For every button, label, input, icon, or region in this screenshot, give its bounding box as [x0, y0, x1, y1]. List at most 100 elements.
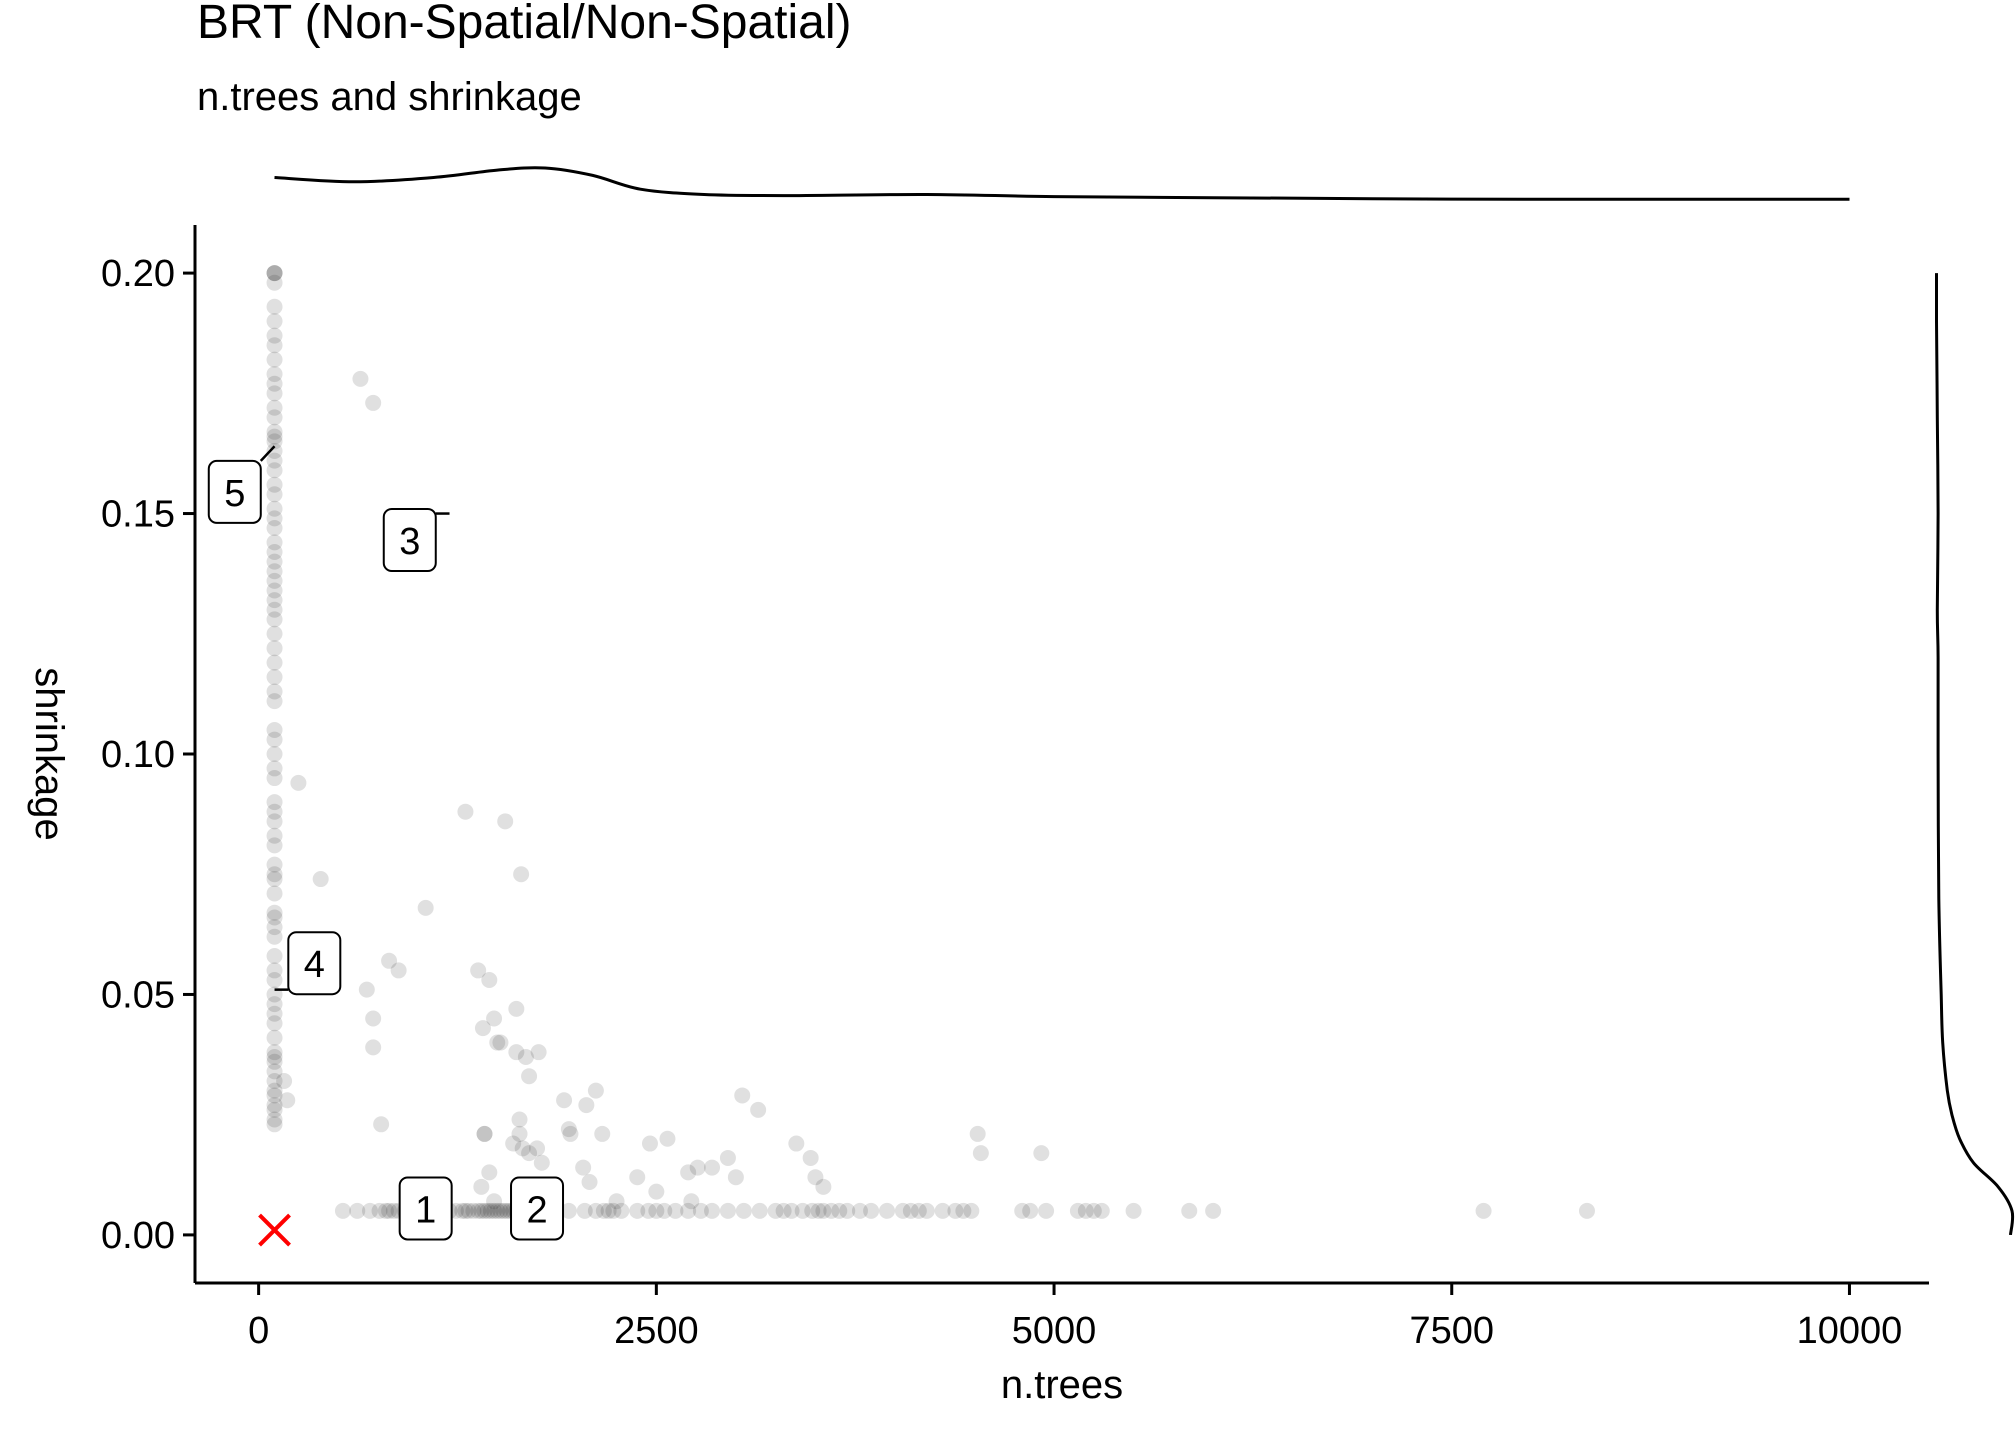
scatter-point [972, 1145, 989, 1162]
scatter-point [521, 1068, 538, 1085]
scatter-point [486, 1202, 503, 1219]
scatter-point [839, 1202, 856, 1219]
scatter-point [680, 1202, 697, 1219]
scatter-point [1093, 1202, 1110, 1219]
scatter-point [804, 1202, 821, 1219]
scatter-point [266, 640, 283, 657]
scatter-point [918, 1202, 935, 1219]
x-tick-label: 0 [248, 1310, 269, 1352]
scatter-point [667, 1202, 684, 1219]
scatter-point [689, 1159, 706, 1176]
scatter-point [417, 899, 434, 916]
y-tick-label: 0.05 [101, 974, 175, 1016]
scatter-point [605, 1202, 622, 1219]
scatter-point [266, 1087, 283, 1104]
scatter-point [266, 582, 283, 599]
scatter-point [266, 856, 283, 873]
scatter-point [489, 1202, 506, 1219]
scatter-point [381, 952, 398, 969]
optimum-marker [258, 1213, 291, 1247]
scatter-point [481, 972, 498, 989]
scatter-point [465, 1202, 482, 1219]
scatter-point [831, 1202, 848, 1219]
scatter-point [497, 813, 514, 830]
scatter-point [1077, 1202, 1094, 1219]
scatter-point [560, 1121, 577, 1138]
right-density-curve [1934, 273, 2015, 1236]
scatter-point [358, 981, 375, 998]
scatter-point [587, 1082, 604, 1099]
scatter-point [266, 996, 283, 1013]
scatter-point [719, 1149, 736, 1166]
scatter-point [476, 1202, 493, 1219]
y-tick-label: 0.10 [101, 734, 175, 776]
scatter-point [266, 693, 283, 710]
scatter-point [266, 462, 283, 479]
scatter-point [266, 563, 283, 580]
scatter-point [266, 1101, 283, 1118]
scatter-point [613, 1202, 630, 1219]
scatter-point [1038, 1202, 1055, 1219]
scatter-point [514, 1140, 531, 1157]
scatter-point [533, 1154, 550, 1171]
scatter-points [266, 265, 1595, 1219]
scatter-point [508, 1044, 525, 1061]
scatter-point [486, 1193, 503, 1210]
label-box [287, 931, 342, 996]
scatter-point [266, 265, 283, 282]
scatter-point [279, 1092, 296, 1109]
scatter-point [312, 871, 329, 888]
x-tick-label: 7500 [1409, 1310, 1494, 1352]
label-box [382, 507, 437, 572]
scatter-point [266, 909, 283, 926]
scatter-point [641, 1135, 658, 1152]
scatter-point [266, 1005, 283, 1022]
scatter-point [1181, 1202, 1198, 1219]
x-ticks: 0 2500 5000 7500 10000 [248, 1283, 1902, 1352]
scatter-point [266, 553, 283, 570]
scatter-point [1014, 1202, 1031, 1219]
x-axis-label: n.trees [1001, 1363, 1123, 1407]
scatter-point [511, 1111, 528, 1128]
scatter-point [595, 1202, 612, 1219]
scatter-point [648, 1202, 665, 1219]
scatter-point [648, 1183, 665, 1200]
scatter-point [1022, 1202, 1039, 1219]
scatter-point [629, 1169, 646, 1186]
scatter-point [365, 1010, 382, 1027]
scatter-point [581, 1174, 598, 1191]
scatter-point [851, 1202, 868, 1219]
scatter-point [266, 433, 283, 450]
scatter-point [863, 1202, 880, 1219]
point-labels: 1 2 3 4 5 [207, 445, 565, 1241]
scatter-point [457, 803, 474, 820]
scatter-point [460, 1202, 477, 1219]
scatter-point [457, 1202, 474, 1219]
scatter-point [656, 1202, 673, 1219]
scatter-point [969, 1125, 986, 1142]
scatter-point [266, 866, 283, 883]
scatter-point [349, 1202, 366, 1219]
scatter-point [947, 1202, 964, 1219]
scatter-point [479, 1202, 496, 1219]
scatter-point [266, 731, 283, 748]
top-marginal-density [274, 166, 1850, 201]
scatter-point [266, 947, 283, 964]
scatter-point [575, 1159, 592, 1176]
scatter-point [1475, 1202, 1492, 1219]
scatter-point [266, 366, 283, 383]
scatter-point [517, 1048, 534, 1065]
scatter-point [576, 1202, 593, 1219]
scatter-point [802, 1149, 819, 1166]
scatter-point [767, 1202, 784, 1219]
y-axis-label: shrinkage [27, 667, 71, 840]
scatter-point [587, 1202, 604, 1219]
x-tick-label: 2500 [614, 1310, 699, 1352]
scatter-point [815, 1202, 832, 1219]
scatter-point [266, 399, 283, 416]
scatter-point [266, 313, 283, 330]
scatter-point [608, 1193, 625, 1210]
scatter-point [489, 1034, 506, 1051]
scatter-point [365, 394, 382, 411]
scatter-point [266, 337, 283, 354]
